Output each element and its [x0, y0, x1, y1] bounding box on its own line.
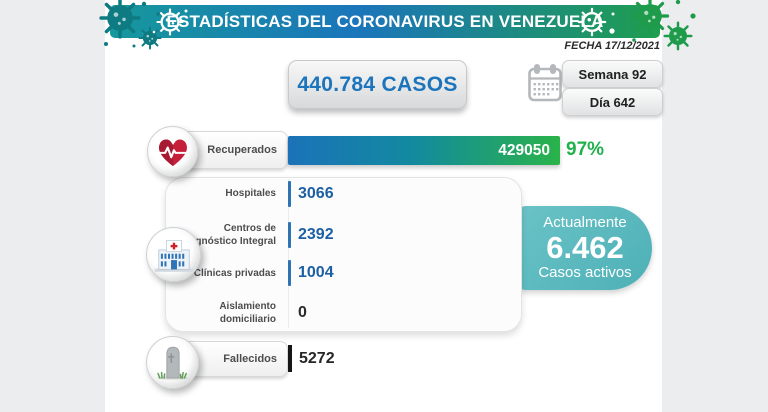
total-cases-label: 440.784 CASOS: [297, 72, 458, 96]
facility-label: Hospitales: [225, 188, 276, 199]
facilities-divider: [288, 179, 289, 328]
active-cases-value: 6.462: [546, 230, 624, 265]
facility-tick: [288, 260, 291, 286]
virus-cluster-right-icon: [630, 0, 696, 51]
facility-row: Aislamiento domiciliario 0: [167, 295, 518, 331]
facility-label: Centros de Diagnóstico Integral: [179, 223, 276, 247]
facility-row: Hospitales 3066: [167, 180, 518, 207]
deaths-label: Fallecidos: [223, 353, 277, 365]
hospital-icon: [146, 227, 201, 282]
facility-value: 0: [298, 304, 307, 321]
deaths-tick: [288, 345, 292, 372]
active-cases-bubble: Actualmente 6.462 Casos activos: [516, 206, 652, 290]
facility-tick: [288, 222, 291, 248]
facilities-box: [165, 177, 522, 332]
facility-row: Centros de Diagnóstico Integral 2392: [167, 216, 518, 254]
total-cases-box: 440.784 CASOS: [288, 60, 467, 109]
recovered-bar: 429050: [288, 136, 560, 165]
facility-tick: [288, 300, 291, 326]
header-banner: ESTADÍSTICAS DEL CORONAVIRUS EN VENEZUEL…: [110, 5, 660, 38]
facility-row: Clínicas privadas 1004: [167, 259, 518, 287]
week-badge: Semana 92: [562, 60, 663, 88]
calendar-icon: [528, 64, 562, 102]
page-title: ESTADÍSTICAS DEL CORONAVIRUS EN VENEZUEL…: [166, 11, 604, 31]
facility-tick: [288, 180, 291, 207]
deaths-value: 5272: [299, 350, 335, 367]
recovered-percent: 97%: [566, 139, 605, 160]
active-cases-subtitle: Casos activos: [538, 264, 632, 281]
recovered-label: Recuperados: [207, 144, 277, 156]
recovered-value: 429050: [498, 141, 550, 159]
facility-value: 2392: [298, 226, 334, 243]
virus-cluster-left-icon: [99, 0, 162, 50]
active-cases-title: Actualmente: [543, 214, 627, 231]
virus-banner-right-icon: [577, 7, 615, 37]
day-badge: Día 642: [562, 88, 663, 116]
facility-label: Aislamiento domiciliario: [219, 301, 276, 325]
heart-pulse-icon: [147, 126, 198, 177]
date-label: FECHA 17/12/2021: [564, 40, 660, 52]
virus-banner-left-icon: [152, 8, 188, 36]
facility-value: 1004: [298, 264, 334, 281]
tombstone-icon: [146, 336, 199, 389]
facility-label: Clínicas privadas: [193, 267, 276, 279]
facility-value: 3066: [298, 184, 334, 202]
